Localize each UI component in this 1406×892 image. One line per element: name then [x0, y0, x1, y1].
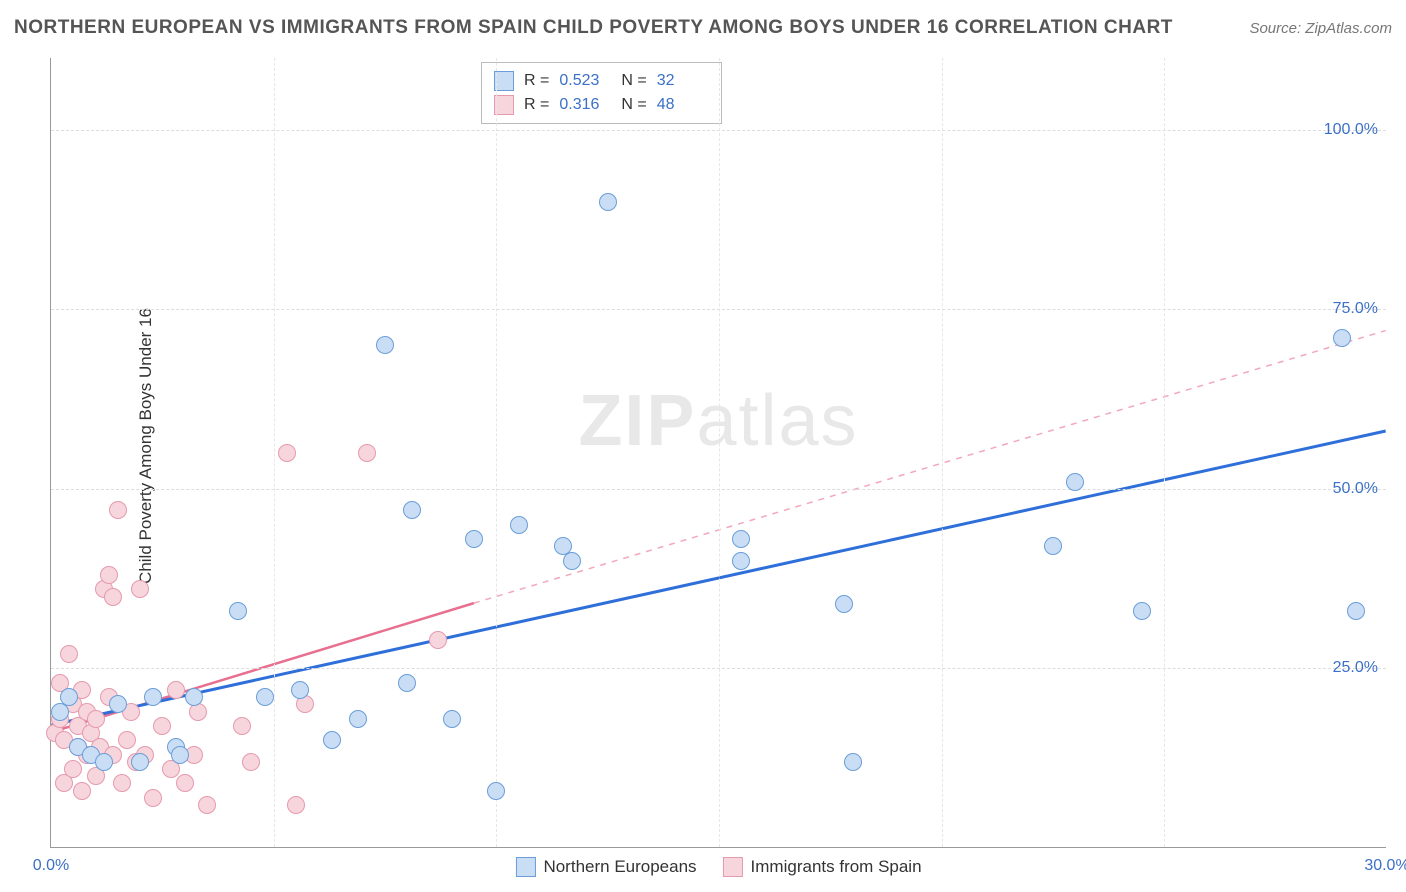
- scatter-point: [835, 595, 853, 613]
- scatter-chart: ZIPatlas R = 0.523 N = 32 R = 0.316 N = …: [50, 58, 1386, 848]
- swatch-northern-icon: [515, 857, 535, 877]
- scatter-point: [87, 710, 105, 728]
- stats-row-northern: R = 0.523 N = 32: [494, 69, 709, 93]
- y-tick-label: 100.0%: [1324, 121, 1378, 139]
- scatter-point: [403, 501, 421, 519]
- scatter-point: [131, 580, 149, 598]
- scatter-point: [487, 782, 505, 800]
- scatter-point: [60, 688, 78, 706]
- scatter-point: [153, 717, 171, 735]
- x-tick-label: 30.0%: [1364, 857, 1406, 875]
- scatter-point: [465, 530, 483, 548]
- series-legend: Northern Europeans Immigrants from Spain: [515, 857, 921, 877]
- scatter-point: [113, 774, 131, 792]
- scatter-point: [443, 710, 461, 728]
- scatter-point: [1044, 537, 1062, 555]
- source-label: Source: ZipAtlas.com: [1249, 20, 1392, 37]
- y-tick-label: 50.0%: [1333, 480, 1378, 498]
- gridline-v: [942, 58, 943, 847]
- legend-item-northern: Northern Europeans: [515, 857, 696, 877]
- scatter-point: [109, 695, 127, 713]
- scatter-point: [144, 789, 162, 807]
- legend-item-spain: Immigrants from Spain: [723, 857, 922, 877]
- gridline-v: [719, 58, 720, 847]
- scatter-point: [291, 681, 309, 699]
- scatter-point: [398, 674, 416, 692]
- chart-title: NORTHERN EUROPEAN VS IMMIGRANTS FROM SPA…: [14, 17, 1173, 39]
- scatter-point: [109, 501, 127, 519]
- scatter-point: [1066, 473, 1084, 491]
- scatter-point: [242, 753, 260, 771]
- scatter-point: [563, 552, 581, 570]
- scatter-point: [732, 530, 750, 548]
- scatter-point: [144, 688, 162, 706]
- x-tick-label: 0.0%: [33, 857, 69, 875]
- scatter-point: [118, 731, 136, 749]
- scatter-point: [429, 631, 447, 649]
- y-tick-label: 75.0%: [1333, 300, 1378, 318]
- scatter-point: [358, 444, 376, 462]
- scatter-point: [131, 753, 149, 771]
- scatter-point: [176, 774, 194, 792]
- scatter-point: [171, 746, 189, 764]
- scatter-point: [349, 710, 367, 728]
- scatter-point: [287, 796, 305, 814]
- scatter-point: [599, 193, 617, 211]
- scatter-point: [185, 688, 203, 706]
- scatter-point: [376, 336, 394, 354]
- gridline-v: [274, 58, 275, 847]
- scatter-point: [60, 645, 78, 663]
- y-tick-label: 25.0%: [1333, 659, 1378, 677]
- scatter-point: [278, 444, 296, 462]
- scatter-point: [1133, 602, 1151, 620]
- gridline-v: [1164, 58, 1165, 847]
- scatter-point: [198, 796, 216, 814]
- scatter-point: [95, 753, 113, 771]
- stats-row-spain: R = 0.316 N = 48: [494, 93, 709, 117]
- scatter-point: [732, 552, 750, 570]
- scatter-point: [64, 760, 82, 778]
- scatter-point: [100, 566, 118, 584]
- stats-legend: R = 0.523 N = 32 R = 0.316 N = 48: [481, 62, 722, 124]
- legend-label: Northern Europeans: [543, 857, 696, 877]
- scatter-point: [104, 588, 122, 606]
- scatter-point: [233, 717, 251, 735]
- scatter-point: [844, 753, 862, 771]
- scatter-point: [323, 731, 341, 749]
- gridline-v: [496, 58, 497, 847]
- scatter-point: [73, 782, 91, 800]
- scatter-point: [167, 681, 185, 699]
- scatter-point: [229, 602, 247, 620]
- swatch-spain-icon: [723, 857, 743, 877]
- scatter-point: [1347, 602, 1365, 620]
- scatter-point: [256, 688, 274, 706]
- scatter-point: [1333, 329, 1351, 347]
- scatter-point: [510, 516, 528, 534]
- legend-label: Immigrants from Spain: [751, 857, 922, 877]
